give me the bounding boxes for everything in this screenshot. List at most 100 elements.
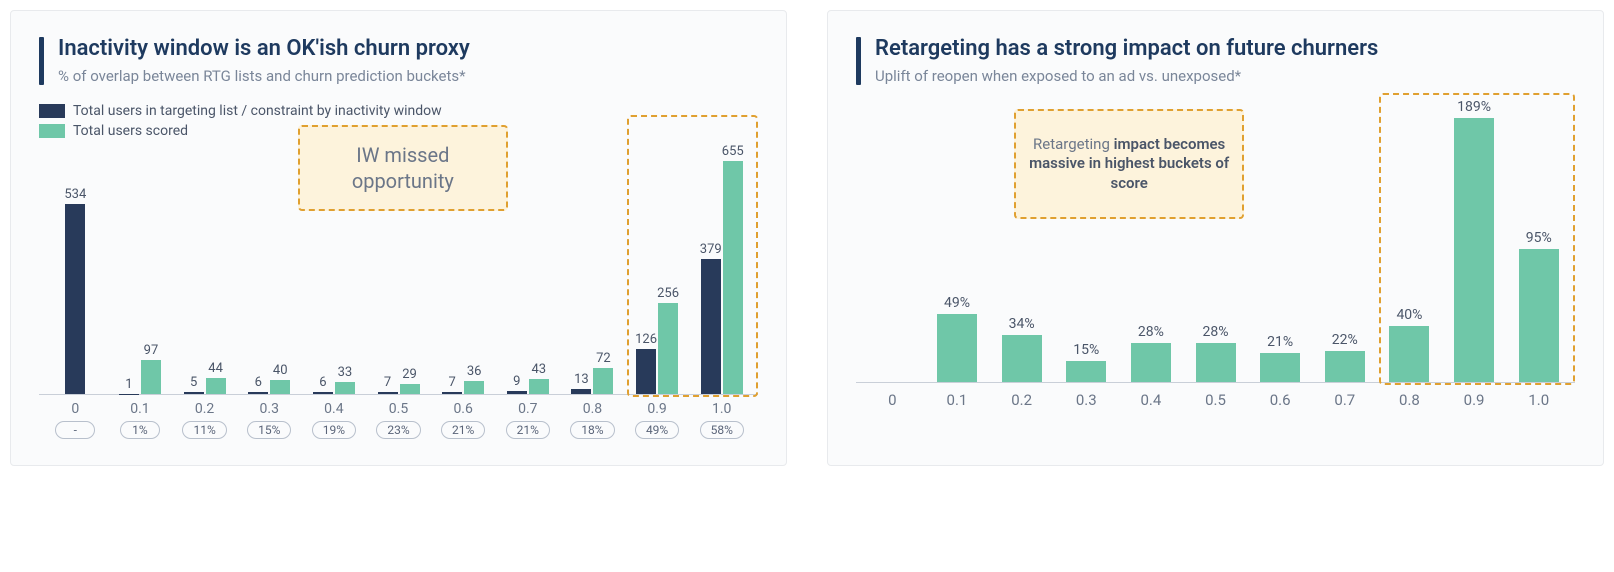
bar: 40% xyxy=(1389,326,1429,382)
legend-swatch xyxy=(39,124,65,138)
pill-wrap: 23% xyxy=(366,421,431,439)
right-subtitle: Uplift of reopen when exposed to an ad v… xyxy=(875,67,1575,85)
bar-value-label: 6 xyxy=(319,375,326,392)
overlap-pill: - xyxy=(55,421,95,439)
bars-row: 5341975446406337297369431372126256379655 xyxy=(39,145,758,395)
bar-value-label: 29 xyxy=(402,367,417,384)
x-label: 0.6 xyxy=(1248,383,1313,409)
bar-value-label: 49% xyxy=(944,295,970,314)
bar-group: 28% xyxy=(1119,103,1184,382)
bar: 189% xyxy=(1454,118,1494,382)
overlap-pill: 19% xyxy=(312,421,356,439)
bar-group: 34% xyxy=(989,103,1054,382)
overlap-pill: 11% xyxy=(182,421,226,439)
bar-dark: 9 xyxy=(507,391,527,394)
bar-teal: 33 xyxy=(335,382,355,394)
right-title-row: Retargeting has a strong impact on futur… xyxy=(856,35,1575,85)
bar: 34% xyxy=(1002,335,1042,382)
overlap-pill: 58% xyxy=(700,421,744,439)
pill-wrap: 18% xyxy=(560,421,625,439)
bar-group: 633 xyxy=(302,145,367,394)
pill-wrap: 21% xyxy=(431,421,496,439)
x-label: 0.8 xyxy=(1377,383,1442,409)
bar-value-label: 534 xyxy=(64,187,86,204)
x-label: 0 xyxy=(860,383,925,409)
bar-group: 22% xyxy=(1312,103,1377,382)
bar-dark: 6 xyxy=(313,392,333,394)
x-label: 0.3 xyxy=(237,395,302,417)
bar: 15% xyxy=(1066,361,1106,382)
bar: 28% xyxy=(1131,343,1171,382)
bar-value-label: 40 xyxy=(273,363,288,380)
left-card: Inactivity window is an OK'ish churn pro… xyxy=(10,10,787,466)
bar-value-label: 379 xyxy=(700,242,722,259)
bar-value-label: 256 xyxy=(657,286,679,303)
left-subtitle: % of overlap between RTG lists and churn… xyxy=(58,67,758,85)
bar-group: 729 xyxy=(366,145,431,394)
x-label: 0.4 xyxy=(1119,383,1184,409)
x-label: 0.6 xyxy=(431,395,496,417)
bar-teal: 29 xyxy=(400,384,420,394)
bar-teal: 97 xyxy=(141,360,161,395)
bar-dark: 534 xyxy=(65,204,85,394)
bar-value-label: 44 xyxy=(208,361,223,378)
bars-row: 49%34%15%28%28%21%22%40%189%95% xyxy=(856,103,1575,383)
pill-wrap: 1% xyxy=(108,421,173,439)
bar-group: 126256 xyxy=(625,145,690,394)
bar-group: 95% xyxy=(1506,103,1571,382)
right-title: Retargeting has a strong impact on futur… xyxy=(875,35,1575,63)
overlap-pill: 18% xyxy=(570,421,614,439)
bar: 28% xyxy=(1196,343,1236,382)
bar-value-label: 6 xyxy=(255,375,262,392)
bar-group: 15% xyxy=(1054,103,1119,382)
bar-teal: 44 xyxy=(206,378,226,394)
bar-value-label: 95% xyxy=(1526,230,1552,249)
x-label: 0.9 xyxy=(1442,383,1507,409)
overlap-pill: 23% xyxy=(376,421,420,439)
bar-teal: 72 xyxy=(593,368,613,394)
pill-wrap: 19% xyxy=(302,421,367,439)
legend-item: Total users in targeting list / constrai… xyxy=(39,103,758,119)
bar-value-label: 655 xyxy=(722,144,744,161)
bar-group: 736 xyxy=(431,145,496,394)
pill-wrap: 58% xyxy=(689,421,754,439)
x-label: 1.0 xyxy=(1506,383,1571,409)
legend-label: Total users scored xyxy=(73,123,188,139)
bar-group: 197 xyxy=(108,145,173,394)
bar-group: 28% xyxy=(1183,103,1248,382)
bar-value-label: 28% xyxy=(1138,324,1164,343)
bar-value-label: 9 xyxy=(513,374,520,391)
x-label: 0.9 xyxy=(625,395,690,417)
x-label: 0.2 xyxy=(989,383,1054,409)
bar-value-label: 28% xyxy=(1203,324,1229,343)
bar-group: 534 xyxy=(43,145,108,394)
x-axis-labels: 00.10.20.30.40.50.60.70.80.91.0 xyxy=(856,383,1575,409)
bar-dark: 13 xyxy=(571,389,591,394)
bar-value-label: 43 xyxy=(531,362,546,379)
bar-teal: 655 xyxy=(723,161,743,394)
bar-group: 544 xyxy=(172,145,237,394)
overlap-pill: 49% xyxy=(635,421,679,439)
left-title: Inactivity window is an OK'ish churn pro… xyxy=(58,35,758,63)
legend-label: Total users in targeting list / constrai… xyxy=(73,103,442,119)
left-title-row: Inactivity window is an OK'ish churn pro… xyxy=(39,35,758,85)
bar-value-label: 13 xyxy=(574,372,589,389)
bar-value-label: 22% xyxy=(1332,332,1358,351)
bar: 22% xyxy=(1325,351,1365,382)
x-label: 0.1 xyxy=(925,383,990,409)
overlap-pill: 21% xyxy=(506,421,550,439)
bar-value-label: 21% xyxy=(1267,334,1293,353)
overlap-pill: 1% xyxy=(120,421,160,439)
bar-value-label: 189% xyxy=(1457,99,1491,118)
pill-wrap: 49% xyxy=(625,421,690,439)
bar-teal: 256 xyxy=(658,303,678,394)
bar-group: 49% xyxy=(925,103,990,382)
bar-teal: 40 xyxy=(270,380,290,394)
bar-value-label: 126 xyxy=(635,332,657,349)
x-label: 0.4 xyxy=(302,395,367,417)
bar-group: 1372 xyxy=(560,145,625,394)
bar-teal: 43 xyxy=(529,379,549,394)
right-chart: Retargeting impact becomes massive in hi… xyxy=(856,103,1575,443)
bar-value-label: 40% xyxy=(1396,307,1422,326)
bar-dark: 6 xyxy=(248,392,268,394)
